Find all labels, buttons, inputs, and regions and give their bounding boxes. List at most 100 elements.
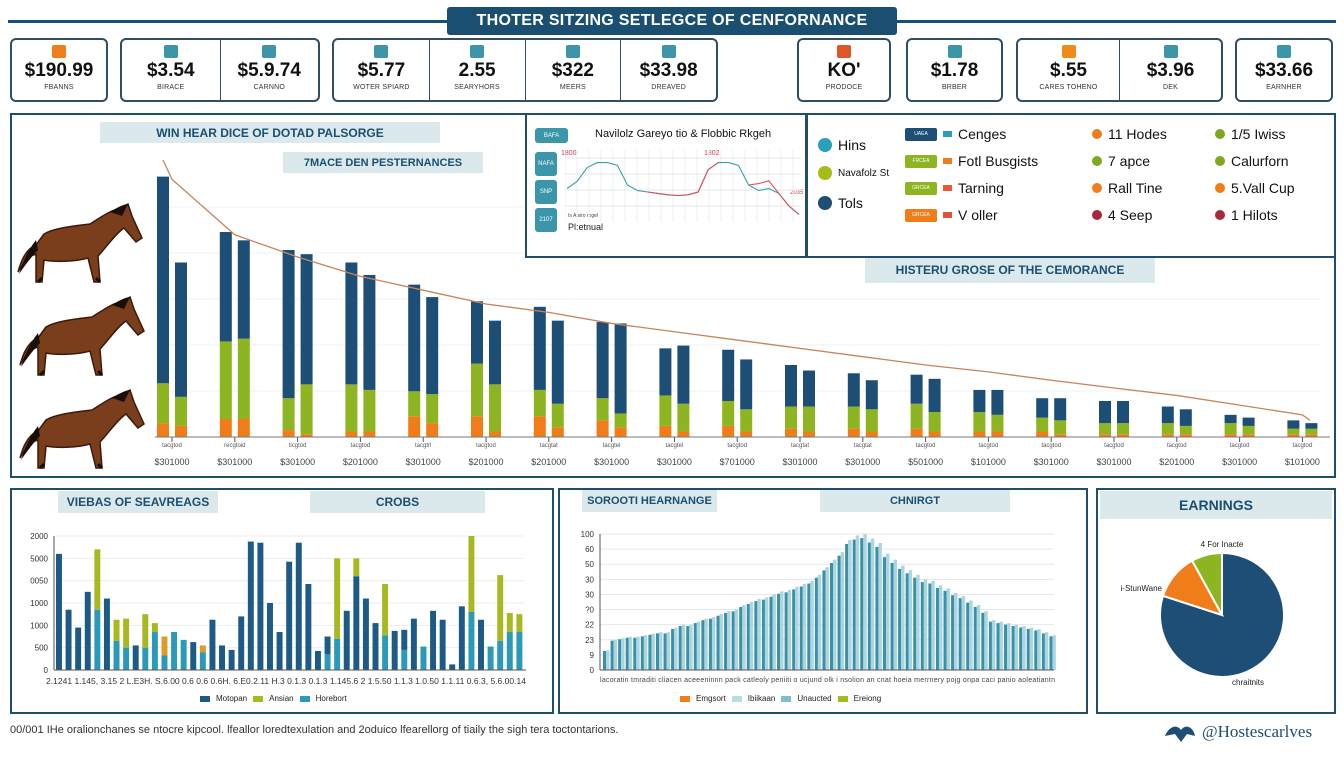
horse-illustrations (16, 202, 146, 470)
kpi-card[interactable]: $3.96 DEK (1120, 40, 1221, 100)
brand-name: @Hostescarlves (1202, 722, 1313, 741)
legend-swatch-icon (680, 695, 690, 702)
legend-item[interactable]: 7 apce (1092, 153, 1150, 169)
bar-light (749, 602, 754, 670)
wallet-icon (52, 45, 66, 58)
bar-dark (625, 637, 629, 670)
bar-chart-icon (837, 45, 851, 58)
legend-item[interactable]: Calurforn (1215, 153, 1289, 169)
header-rule-right (896, 20, 1336, 23)
pie-label: chraitnits (1232, 678, 1264, 687)
y-tick-label: ?0 (585, 606, 594, 615)
kpi-card[interactable]: 2.55 SEARYHORS (430, 40, 526, 100)
bar-light (870, 538, 875, 670)
legend-item[interactable]: FRCEA Fotl Busgists (905, 153, 1038, 169)
inset-side-tab[interactable]: SNP (535, 180, 557, 204)
bar-light (1022, 626, 1026, 670)
main-stacked-bar-chart: tacgtod $301000 recgtoid $301000 ticgtod $301… (154, 159, 1330, 467)
bar-segment-navy (439, 619, 446, 670)
kpi-card[interactable]: $5.77 WOTER SPIARD (334, 40, 430, 100)
bar-segment-teal (142, 647, 149, 670)
bar-light (984, 611, 988, 670)
bar-segment-teal (123, 647, 130, 670)
bar-dark (920, 582, 924, 670)
legend-item[interactable]: Navafolz St (818, 166, 889, 180)
legend-item[interactable]: Hins (818, 137, 866, 153)
kpi-card[interactable]: $33.98 DREAVED (621, 40, 716, 100)
bar-segment-orange (1161, 434, 1174, 437)
bar-segment-green (157, 383, 169, 424)
main-chart-title: WIN HEAR DICE OF DOTAD PALSORGE (100, 122, 440, 143)
inset-side-tab[interactable]: NAFA (535, 152, 557, 176)
kpi-card[interactable]: $190.99 FBANNS (12, 40, 106, 100)
legend-label: Ibiikaan (747, 694, 776, 703)
kpi-card[interactable]: $.55 CARES TOHENO (1018, 40, 1120, 100)
legend-swatch-icon (731, 695, 742, 702)
kpi-card[interactable]: $322 MEERS (526, 40, 622, 100)
kpi-card[interactable]: $33.66 EARNHER (1237, 40, 1331, 100)
bar-segment-navy (408, 284, 421, 392)
earnings-title: EARNINGS (1100, 491, 1332, 519)
bar-segment-orange (677, 431, 690, 437)
bar-dark (603, 650, 607, 670)
bar-segment-navy (209, 619, 216, 670)
legend-item[interactable]: GRCEA V oller (905, 207, 998, 223)
bar-light (628, 636, 633, 670)
bar-segment-orange (659, 425, 672, 437)
header-rule-left (8, 20, 448, 23)
bar-segment-navy (56, 553, 62, 670)
legend-tag: GRCEA (905, 208, 937, 222)
bar-segment-green (426, 394, 439, 424)
kpi-group: $.55 CARES TOHENO $3.96 DEK (1016, 38, 1223, 102)
hearnange-subtitle: CHNIRGT (820, 490, 1010, 512)
legend-item[interactable]: 1 Hilots (1215, 207, 1278, 223)
bar-dark (966, 602, 970, 670)
bar-segment-navy (973, 389, 986, 413)
inset-side-tab[interactable]: 2107 (535, 208, 557, 232)
bar-segment-orange (803, 431, 815, 437)
inset-tab[interactable]: BAFA (535, 128, 568, 143)
legend-item[interactable]: Rall Tine (1092, 180, 1162, 196)
x-value-label: $301000 (1096, 457, 1131, 467)
bar-segment-orange (847, 428, 860, 437)
kpi-card[interactable]: $3.54 BIRACE (122, 40, 221, 100)
kpi-card[interactable]: KO' PRODOCE (799, 40, 889, 100)
legend-label: Unaucted (797, 694, 832, 703)
legend-item[interactable]: 4 Seep (1092, 207, 1152, 223)
bar-segment-teal (382, 635, 389, 670)
legend-item[interactable]: 11 Hodes (1092, 126, 1167, 142)
legend-dot-icon (1092, 129, 1102, 139)
bar-segment-green (865, 409, 878, 432)
legend-item[interactable]: Tols (818, 195, 863, 211)
bar-segment-navy (1179, 409, 1192, 426)
bar-segment-olive (516, 614, 523, 633)
legend-label: Tols (838, 195, 863, 211)
bar-segment-green (471, 363, 483, 417)
bar-segment-navy (75, 627, 82, 670)
kpi-card[interactable]: $5.9.74 CARNNO (221, 40, 319, 100)
bar-segment-navy (847, 373, 860, 407)
bar-segment-teal (420, 646, 427, 670)
bar-dark (1034, 630, 1038, 670)
legend-item[interactable]: GRCEA Tarning (905, 180, 1004, 196)
legend-dot-icon (818, 138, 832, 152)
legend-item[interactable]: 1/5 Iwiss (1215, 126, 1285, 142)
bar-light (946, 588, 950, 670)
bar-segment-navy (1099, 400, 1111, 424)
bar-dark (792, 589, 796, 670)
peak-label: 1800 (561, 150, 577, 157)
bar-segment-orange (219, 418, 232, 437)
bar-segment-green (722, 400, 735, 426)
x-value-label: $101000 (1285, 457, 1320, 467)
inset-line-chart (565, 150, 801, 222)
x-tick-label: tacgtod (1167, 443, 1187, 449)
legend-item[interactable]: 5.Vall Cup (1215, 180, 1295, 196)
x-value-label: $301000 (280, 457, 315, 467)
kpi-card[interactable]: $1.78 BRBER (908, 40, 1001, 100)
bar-segment-orange (1287, 434, 1300, 437)
bar-segment-orange (157, 423, 169, 437)
horse-icon (18, 295, 146, 377)
legend-item[interactable]: UAEA Cenges (905, 126, 1006, 142)
bar-dark (996, 623, 1000, 670)
bar-segment-navy (353, 576, 360, 670)
